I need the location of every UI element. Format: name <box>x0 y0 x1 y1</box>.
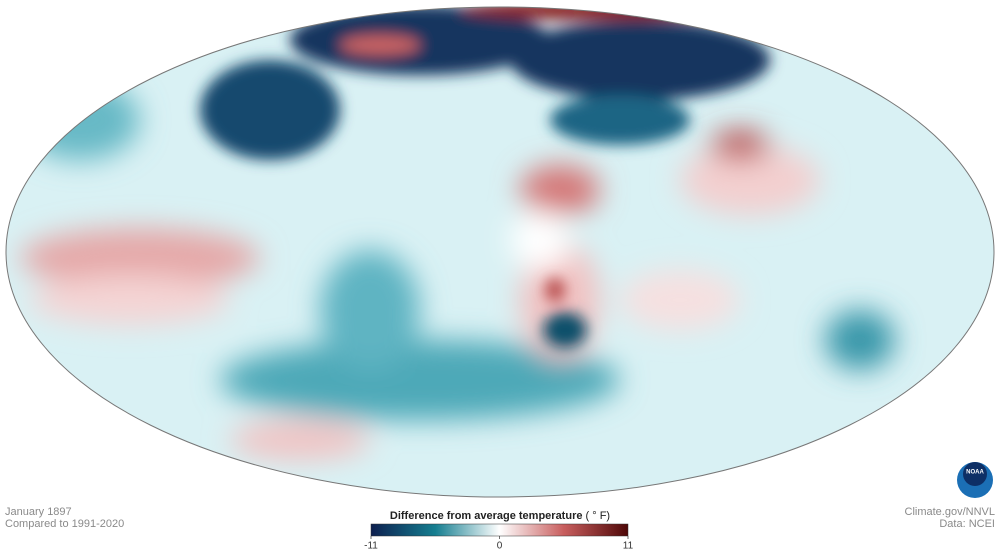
tick-label: 0 <box>497 541 503 552</box>
baseline: Compared to 1991-2020 <box>5 518 124 530</box>
legend-unit: ( ° F) <box>586 510 611 522</box>
noaa-logo: NOAA <box>957 462 993 498</box>
date: January 1897 <box>5 506 72 518</box>
legend-title: Difference from average temperature ( ° … <box>390 510 610 522</box>
source: Climate.gov/NNVL <box>905 506 995 518</box>
tick-label: 11 <box>623 541 634 552</box>
color-scale <box>370 523 629 537</box>
legend-title-text: Difference from average temperature <box>390 510 583 522</box>
legend-ticks: -11 0 11 <box>364 536 634 552</box>
tick-label: -11 <box>364 541 378 552</box>
map-outline <box>5 6 995 498</box>
logo-text: NOAA <box>966 470 984 476</box>
data-source: Data: NCEI <box>939 518 995 530</box>
